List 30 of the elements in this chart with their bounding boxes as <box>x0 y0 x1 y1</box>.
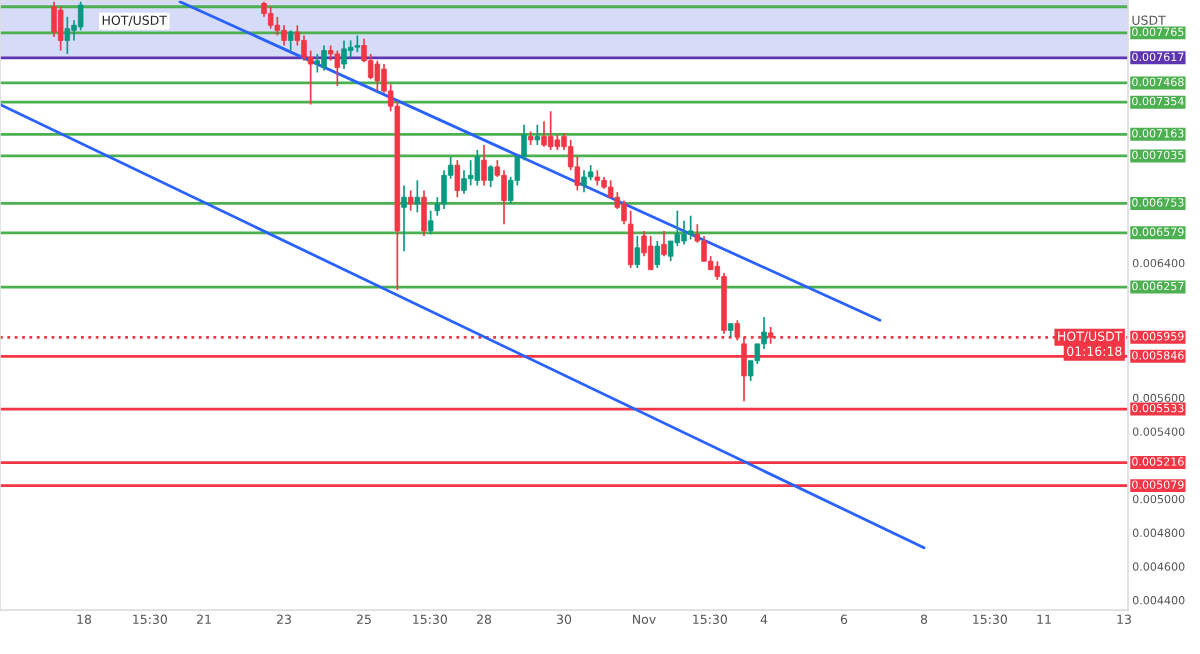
candlestick <box>267 5 274 30</box>
candlestick <box>581 169 587 193</box>
candlestick <box>414 179 421 214</box>
candlestick <box>374 59 381 92</box>
candlestick <box>661 230 667 258</box>
candlestick <box>634 235 641 269</box>
candlestick <box>314 53 321 74</box>
candlestick <box>334 49 341 87</box>
candlestick <box>654 240 661 269</box>
candlestick <box>401 184 407 252</box>
candlestick <box>287 29 294 52</box>
candlestick <box>454 159 461 199</box>
candlestick <box>627 209 634 269</box>
candlestick <box>481 144 487 187</box>
candlestick <box>534 123 541 146</box>
candlestick <box>547 110 554 151</box>
candlestick <box>321 44 327 72</box>
candlestick <box>474 149 481 187</box>
candlestick <box>341 39 347 70</box>
candlestick <box>647 235 654 271</box>
candlestick <box>407 189 414 212</box>
candlestick <box>487 164 494 188</box>
candlestick <box>467 159 474 187</box>
candlestick <box>687 214 694 241</box>
candlestick <box>681 219 687 246</box>
candlestick <box>281 24 287 47</box>
candlestick <box>354 34 361 54</box>
candlestick <box>541 120 547 148</box>
candlestick <box>421 189 427 237</box>
candlestick <box>427 209 434 236</box>
